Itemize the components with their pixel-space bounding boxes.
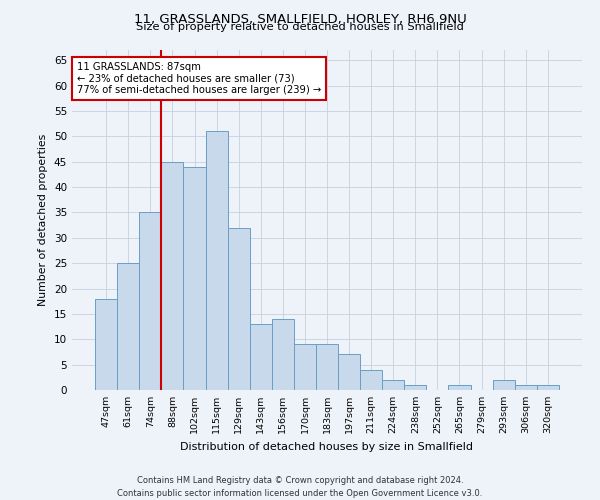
Text: Contains HM Land Registry data © Crown copyright and database right 2024.
Contai: Contains HM Land Registry data © Crown c… [118, 476, 482, 498]
Bar [117, 263, 139, 390]
Bar [206, 131, 227, 390]
Y-axis label: Number of detached properties: Number of detached properties [38, 134, 49, 306]
X-axis label: Distribution of detached houses by size in Smallfield: Distribution of detached houses by size … [181, 442, 473, 452]
Bar [316, 344, 338, 390]
Bar [404, 385, 427, 390]
Bar [338, 354, 360, 390]
Text: 11 GRASSLANDS: 87sqm
← 23% of detached houses are smaller (73)
77% of semi-detac: 11 GRASSLANDS: 87sqm ← 23% of detached h… [77, 62, 322, 95]
Bar [515, 385, 537, 390]
Bar [184, 166, 206, 390]
Bar [161, 162, 184, 390]
Bar [360, 370, 382, 390]
Bar [382, 380, 404, 390]
Bar [95, 298, 117, 390]
Text: Size of property relative to detached houses in Smallfield: Size of property relative to detached ho… [136, 22, 464, 32]
Bar [227, 228, 250, 390]
Text: 11, GRASSLANDS, SMALLFIELD, HORLEY, RH6 9NU: 11, GRASSLANDS, SMALLFIELD, HORLEY, RH6 … [134, 12, 466, 26]
Bar [493, 380, 515, 390]
Bar [272, 319, 294, 390]
Bar [139, 212, 161, 390]
Bar [250, 324, 272, 390]
Bar [537, 385, 559, 390]
Bar [294, 344, 316, 390]
Bar [448, 385, 470, 390]
